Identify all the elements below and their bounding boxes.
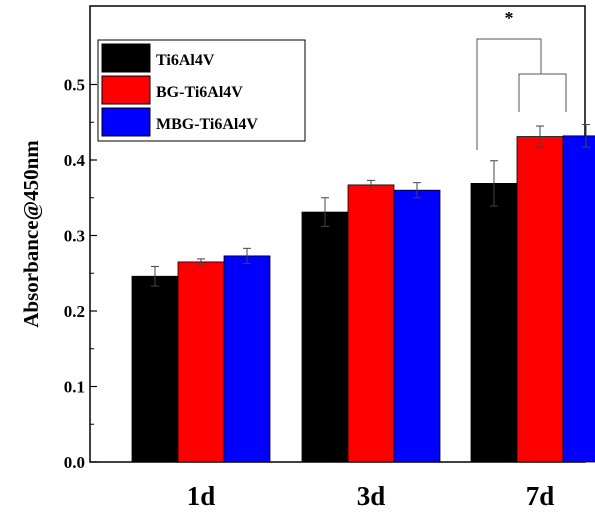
legend-label-ti6al4v: Ti6Al4V [156,52,215,69]
x-axis-categories: 1d 3d 7d [187,481,555,511]
legend-swatch-mbg-ti6al4v [101,107,151,137]
bar-mbg-ti6al4v-1d [223,255,271,463]
significance-star: * [505,8,514,28]
legend: Ti6Al4V BG-Ti6Al4V MBG-Ti6Al4V [97,39,306,142]
y-tick-label: 0.0 [64,453,85,472]
bar-bg-ti6al4v-7d [516,136,564,463]
y-axis-title: Absorbance@450nm [19,140,43,328]
y-tick-label: 0.1 [64,378,85,397]
bar-bg-ti6al4v-3d [347,184,395,463]
category-label-1d: 1d [187,481,216,511]
legend-label-bg-ti6al4v: BG-Ti6Al4V [156,84,243,101]
y-axis: 0.0 0.1 0.2 0.3 0.4 0.5 [64,76,97,472]
category-label-7d: 7d [526,481,555,511]
bar-series-group [131,124,595,463]
category-label-3d: 3d [357,481,386,511]
y-tick-label: 0.5 [64,76,85,95]
bracket-outer [476,38,542,150]
legend-label-mbg-ti6al4v: MBG-Ti6Al4V [156,116,258,133]
bracket-inner [518,73,567,112]
y-tick-label: 0.4 [64,151,86,170]
bar-ti6al4v-7d [470,183,518,463]
y-tick-label: 0.3 [64,227,85,246]
bar-ti6al4v-3d [301,211,349,463]
significance-bracket: * [476,8,567,150]
legend-swatch-ti6al4v [101,43,151,73]
bar-mbg-ti6al4v-3d [393,189,441,463]
y-tick-label: 0.2 [64,302,85,321]
bar-bg-ti6al4v-1d [177,261,225,463]
bar-ti6al4v-1d [131,275,179,463]
legend-swatch-bg-ti6al4v [101,75,151,105]
bar-mbg-ti6al4v-7d [562,135,595,463]
